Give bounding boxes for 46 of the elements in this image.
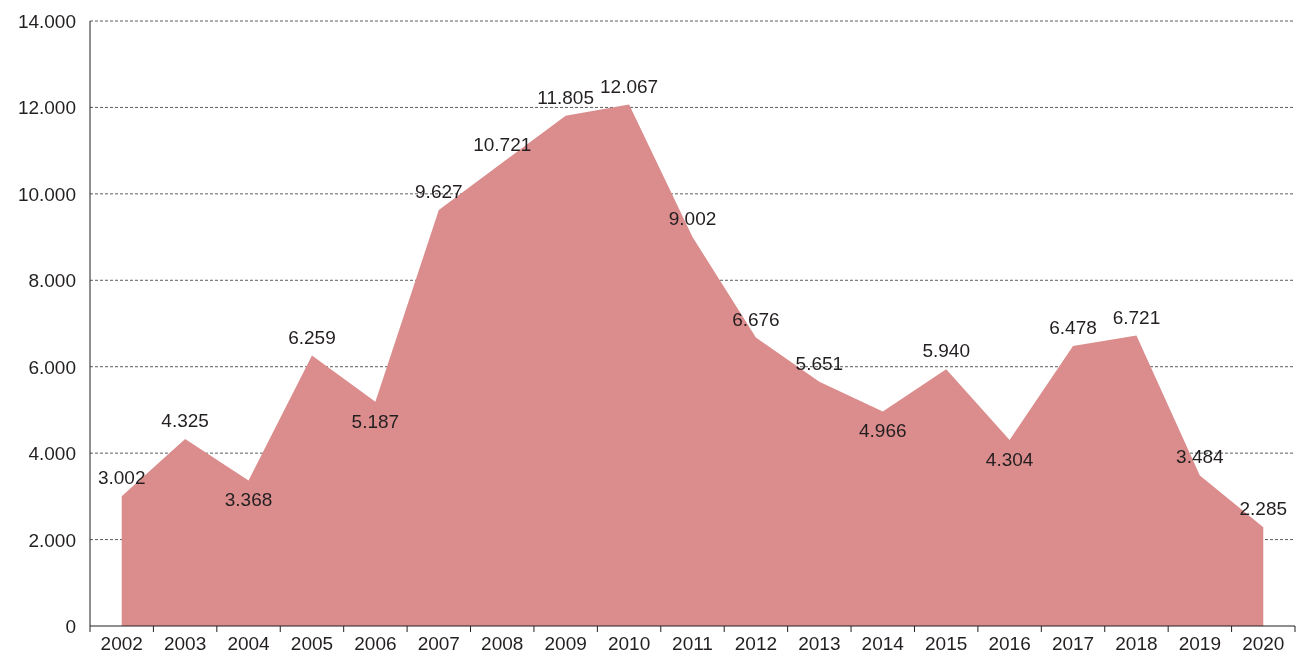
data-label: 4.325 [161,410,209,432]
x-tick-label: 2008 [481,633,524,654]
data-label: 5.187 [351,410,400,432]
y-tick-label: 0 [65,616,76,637]
data-label: 3.484 [1176,446,1225,468]
x-tick-label: 2018 [1115,633,1158,654]
data-label: 6.259 [288,326,336,348]
data-label: 6.478 [1049,317,1097,339]
x-tick-label: 2019 [1178,633,1222,654]
x-tick-label: 2004 [227,633,271,654]
y-tick-label: 6.000 [28,356,76,378]
data-label: 12.067 [600,75,659,97]
y-tick-label: 14.000 [17,11,76,32]
x-tick-label: 2009 [544,633,587,654]
x-tick-label: 2015 [925,633,968,654]
x-tick-label: 2014 [861,633,905,654]
data-label: 3.002 [97,467,146,489]
x-tick-label: 2005 [290,633,334,654]
data-label: 5.651 [795,352,844,374]
x-tick-label: 2007 [417,633,460,654]
y-tick-label: 10.000 [17,183,76,205]
data-label: 6.721 [1112,306,1161,328]
y-tick-label: 8.000 [28,270,76,292]
data-label: 4.304 [985,449,1034,471]
data-label: 9.627 [415,180,463,202]
data-label: 5.940 [922,340,970,362]
y-tick-label: 2.000 [28,529,76,551]
x-tick-label: 2017 [1051,633,1095,654]
data-label: 6.676 [732,308,780,330]
data-label: 4.966 [858,420,907,442]
x-tick-label: 2003 [163,633,207,654]
data-label: 2.285 [1239,498,1288,520]
x-tick-label: 2020 [1242,633,1285,654]
x-tick-label: 2012 [734,633,778,654]
x-tick-label: 2002 [100,633,143,654]
x-tick-label: 2010 [607,633,651,654]
data-label: 9.002 [668,207,717,229]
y-tick-label: 12.000 [17,97,76,119]
x-tick-label: 2011 [672,633,713,654]
x-tick-label: 2006 [354,633,397,654]
data-label: 3.368 [224,489,273,511]
data-label: 10.721 [473,133,532,155]
x-tick-label: 2016 [988,633,1031,654]
y-tick-label: 4.000 [28,443,76,465]
x-tick-label: 2013 [798,633,841,654]
data-label: 11.805 [537,86,595,108]
